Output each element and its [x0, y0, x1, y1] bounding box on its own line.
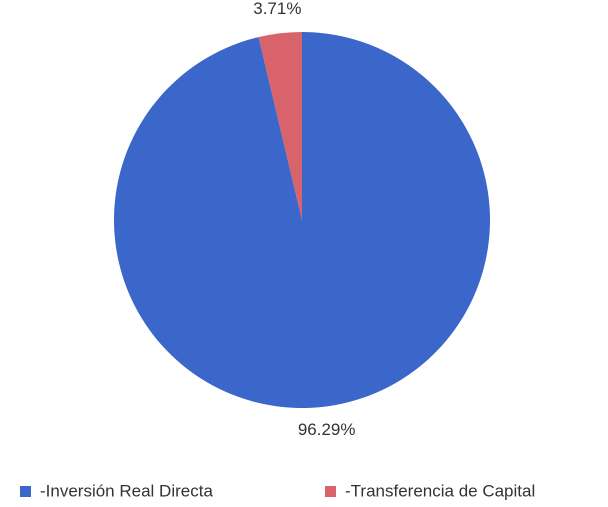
legend-label: -Inversión Real Directa — [40, 481, 213, 500]
legend-swatch — [20, 486, 31, 497]
legend-label: -Transferencia de Capital — [345, 481, 535, 500]
pie-slice — [258, 32, 302, 220]
data-label: 3.71% — [253, 0, 301, 18]
data-label: 96.29% — [298, 420, 356, 439]
legend-swatch — [325, 486, 336, 497]
